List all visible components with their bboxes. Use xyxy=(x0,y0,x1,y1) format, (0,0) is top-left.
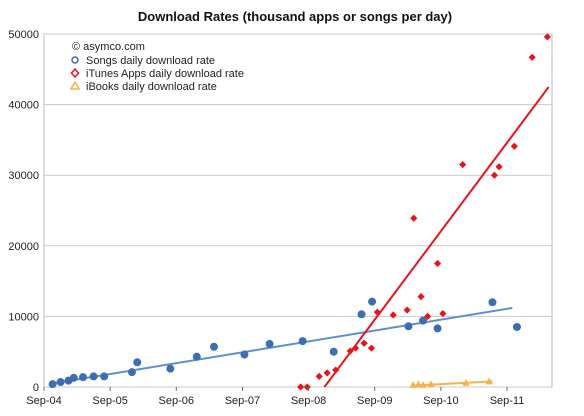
songs-data-point xyxy=(89,372,98,381)
ibooks-data-point xyxy=(419,381,427,388)
x-tick-label: Sep-07 xyxy=(225,395,260,407)
ibooks-data-point xyxy=(462,378,470,386)
apps-data-point xyxy=(373,308,381,316)
apps-data-point xyxy=(510,142,518,150)
songs-data-point xyxy=(329,347,338,356)
data-marks-layer xyxy=(48,33,551,391)
apps-data-point xyxy=(351,344,360,352)
circle-marker-icon xyxy=(71,56,79,64)
x-tick-label: Sep-10 xyxy=(423,395,458,407)
apps-data-point xyxy=(389,311,397,319)
apps-data-point xyxy=(367,344,376,352)
x-tick-label: Sep-08 xyxy=(291,395,326,407)
apps-data-point xyxy=(424,312,432,320)
songs-data-point xyxy=(357,310,366,319)
x-tick-label: Sep-09 xyxy=(357,395,392,407)
songs-data-point xyxy=(433,324,442,333)
trendline xyxy=(52,306,513,385)
ibooks-data-point xyxy=(409,381,417,388)
x-tick-label: Sep-05 xyxy=(92,395,127,407)
songs-data-point xyxy=(368,297,377,306)
x-tick-label: Sep-11 xyxy=(490,395,525,407)
legend-label: Songs daily download rate xyxy=(86,55,215,67)
apps-data-point xyxy=(315,372,323,381)
apps-data-point xyxy=(433,259,442,268)
songs-data-point xyxy=(79,373,88,382)
apps-data-point xyxy=(543,33,551,41)
legend: © asymco.com Songs daily download rateiTu… xyxy=(69,41,244,93)
apps-data-point xyxy=(346,347,354,355)
trendline xyxy=(323,86,550,388)
apps-data-point xyxy=(403,306,411,314)
y-tick-label: 40000 xyxy=(8,100,39,112)
songs-data-point xyxy=(48,380,57,389)
apps-data-point xyxy=(459,161,467,169)
songs-data-point xyxy=(488,298,497,307)
apps-data-point xyxy=(297,383,305,391)
apps-data-point xyxy=(495,163,503,171)
ibooks-data-point xyxy=(414,380,423,388)
apps-data-point xyxy=(439,309,447,318)
apps-data-point xyxy=(332,366,340,374)
apps-data-point xyxy=(323,369,331,377)
songs-data-point xyxy=(419,316,428,325)
diamond-marker-icon xyxy=(70,67,80,79)
y-tick-label: 50000 xyxy=(8,29,39,41)
songs-data-point xyxy=(192,352,201,361)
y-tick-label: 10000 xyxy=(8,311,39,323)
apps-data-point xyxy=(360,339,368,347)
axis-layer: 0 10000 20000 30000 40000 50000 Sep-04 Sep-05 Se… xyxy=(8,29,524,407)
songs-data-point xyxy=(166,364,175,373)
x-tick-label: Sep-06 xyxy=(159,395,194,407)
songs-data-point xyxy=(298,337,307,346)
songs-data-point xyxy=(100,372,109,381)
chart-title: Download Rates (thousand apps or songs p… xyxy=(138,9,452,24)
songs-data-point xyxy=(209,342,218,351)
trendline xyxy=(413,380,493,387)
songs-data-point xyxy=(56,378,65,387)
apps-data-point xyxy=(410,214,418,222)
legend-label: iTunes Apps daily download rate xyxy=(86,68,244,80)
copyright-annotation: © asymco.com xyxy=(72,41,145,53)
songs-data-point xyxy=(404,322,413,331)
ibooks-data-point xyxy=(427,380,435,388)
triangle-marker-icon xyxy=(69,80,81,90)
songs-data-point xyxy=(240,350,249,359)
songs-data-point xyxy=(133,358,142,367)
apps-data-point xyxy=(303,383,311,391)
y-tick-label: 0 xyxy=(33,382,39,394)
songs-data-point xyxy=(265,339,274,348)
songs-data-point xyxy=(127,368,136,377)
ibooks-data-point xyxy=(485,377,493,385)
songs-data-point xyxy=(512,322,521,331)
x-tick-label: Sep-04 xyxy=(26,395,61,407)
apps-data-point xyxy=(528,53,536,61)
y-tick-label: 20000 xyxy=(8,241,39,253)
apps-data-point xyxy=(490,171,499,179)
legend-label: iBooks daily download rate xyxy=(86,81,217,93)
apps-data-point xyxy=(417,293,425,301)
y-tick-label: 30000 xyxy=(8,170,39,182)
songs-data-point xyxy=(69,373,78,382)
